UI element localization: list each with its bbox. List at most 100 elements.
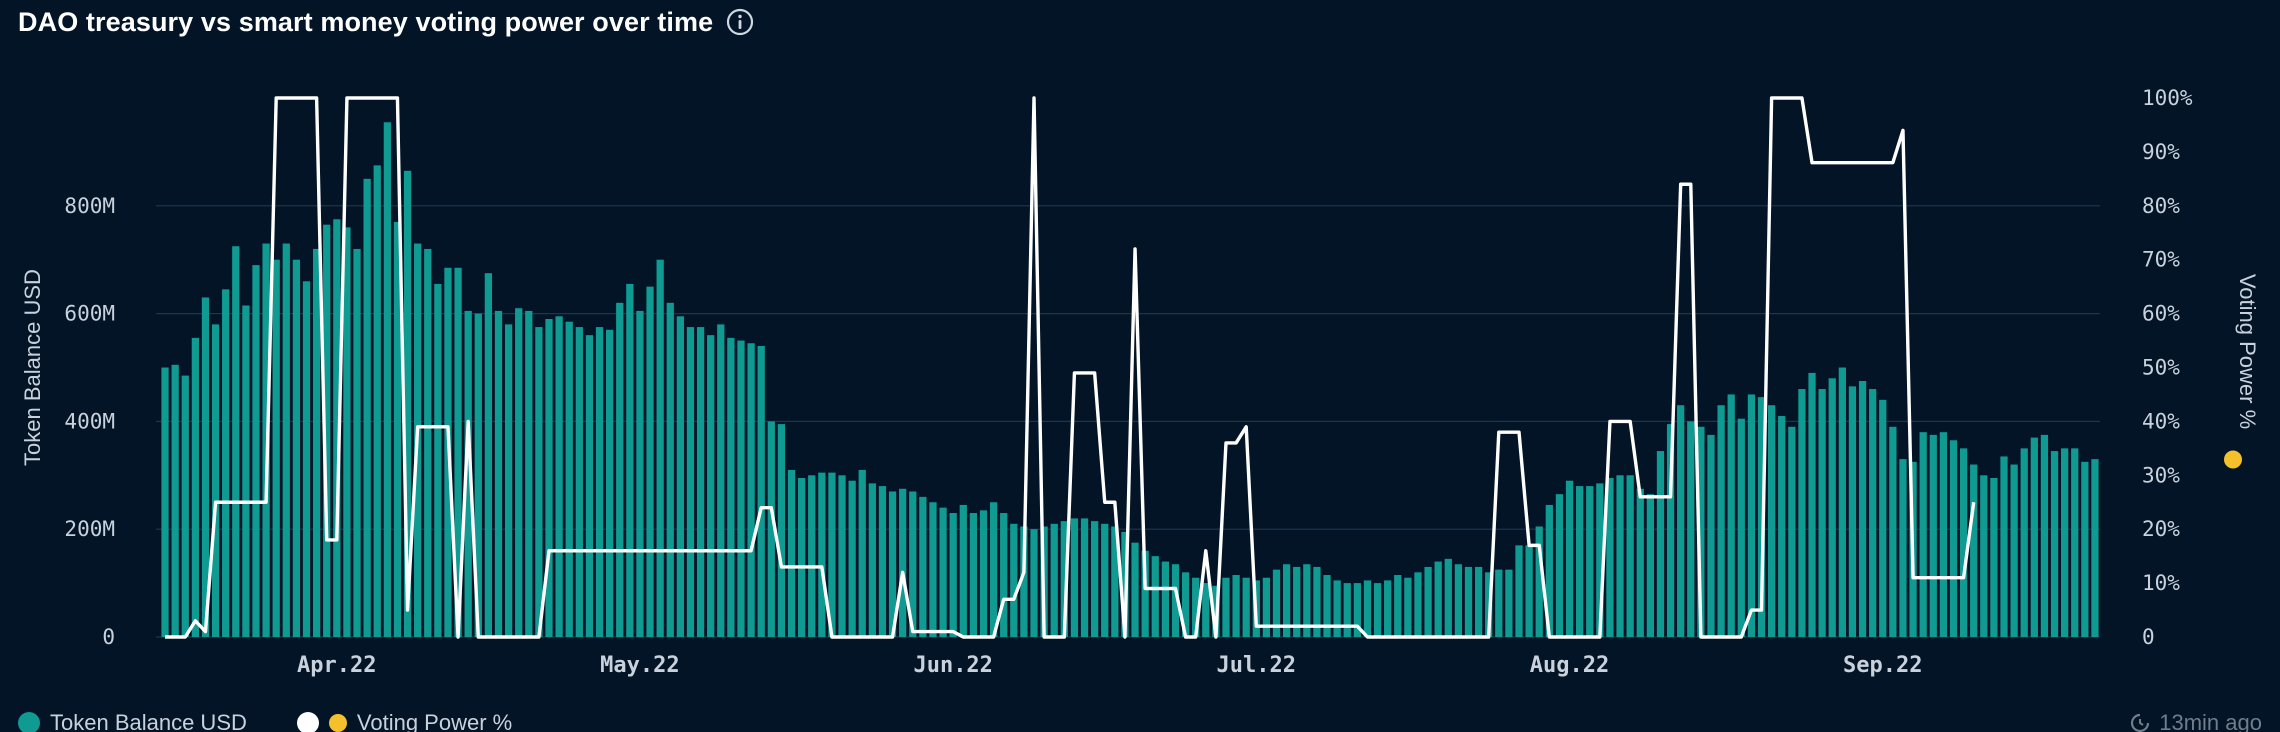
bar-85 <box>1020 526 1028 637</box>
bar-136 <box>1535 526 1543 637</box>
bar-154 <box>1717 405 1725 637</box>
bar-190 <box>2081 461 2089 637</box>
bar-35 <box>515 308 523 637</box>
bar-156 <box>1737 418 1745 637</box>
y-right-tick-label-6: 60% <box>2142 302 2180 326</box>
bar-187 <box>2050 451 2059 637</box>
bar-174 <box>1919 432 1927 637</box>
bar-45 <box>616 302 624 637</box>
bar-96 <box>1131 542 1139 637</box>
bar-63 <box>797 478 806 637</box>
y-right-tick-label-10: 100% <box>2142 86 2193 110</box>
bar-170 <box>1879 399 1887 637</box>
bar-186 <box>2040 434 2049 638</box>
bar-20 <box>363 178 371 637</box>
y-right-axis-title-group: Voting Power % <box>2235 274 2260 429</box>
bar-141 <box>1586 486 1594 637</box>
bar-80 <box>969 513 978 637</box>
bar-56 <box>727 337 735 637</box>
bar-37 <box>535 327 543 637</box>
bar-8 <box>242 305 250 637</box>
y-right-tick-label-9: 90% <box>2142 140 2180 164</box>
bar-27 <box>434 283 442 637</box>
bar-102 <box>1192 577 1200 637</box>
bar-78 <box>949 513 957 637</box>
bar-65 <box>818 472 826 637</box>
bar-76 <box>929 502 937 637</box>
bar-101 <box>1181 572 1190 637</box>
bar-172 <box>1899 459 1907 637</box>
bar-44 <box>606 329 614 637</box>
bar-155 <box>1727 394 1735 637</box>
y-right-tick-label-3: 30% <box>2142 463 2180 487</box>
legend-item-token-balance[interactable]: Token Balance USD <box>18 710 247 732</box>
bar-144 <box>1616 475 1624 637</box>
voting-power-line <box>165 96 1976 639</box>
sunglasses-emoji-icon <box>328 714 347 732</box>
chart-title: DAO treasury vs smart money voting power… <box>18 6 714 37</box>
bar-100 <box>1171 564 1180 637</box>
x-tick-label-2: Jun.22 <box>913 653 992 678</box>
bar-171 <box>1889 426 1897 637</box>
bar-145 <box>1626 475 1634 637</box>
legend-label-token-balance: Token Balance USD <box>50 710 247 732</box>
bar-151 <box>1687 421 1695 637</box>
bar-184 <box>2020 448 2028 637</box>
info-icon[interactable] <box>725 7 755 37</box>
legend: Token Balance USD Voting Power % <box>18 710 548 732</box>
y-left-tick-label-2: 400M <box>64 409 115 433</box>
bar-142 <box>1596 483 1604 637</box>
bar-91 <box>1080 518 1089 637</box>
bar-74 <box>909 491 917 637</box>
legend-label-voting-power: Voting Power % <box>356 710 513 732</box>
bar-60 <box>767 421 775 637</box>
bar-158 <box>1757 397 1766 637</box>
bar-79 <box>959 504 967 637</box>
y-left-tick-label-0: 0 <box>102 625 115 649</box>
bar-126 <box>1434 561 1442 637</box>
bar-109 <box>1262 577 1271 637</box>
y-right-tick-label-2: 20% <box>2142 517 2180 541</box>
legend-swatch-bar <box>18 712 40 732</box>
y-left-tick-label-4: 800M <box>64 194 115 218</box>
bar-143 <box>1606 478 1614 637</box>
bar-183 <box>2010 464 2018 637</box>
bar-175 <box>1929 434 1937 638</box>
bar-47 <box>636 310 644 637</box>
bar-121 <box>1384 580 1392 637</box>
bar-51 <box>676 316 684 637</box>
y-right-tick-label-7: 70% <box>2142 248 2180 272</box>
bar-138 <box>1555 494 1564 637</box>
bar-38 <box>545 318 553 637</box>
bar-160 <box>1778 416 1786 637</box>
sunglasses-emoji-icon <box>2224 450 2242 469</box>
bar-116 <box>1333 580 1341 637</box>
bar-82 <box>989 502 998 637</box>
bar-122 <box>1394 575 1402 637</box>
bar-32 <box>484 273 493 637</box>
bar-115 <box>1323 575 1331 637</box>
bar-146 <box>1636 488 1644 637</box>
bar-137 <box>1545 504 1553 637</box>
x-tick-label-0: Apr.22 <box>297 653 376 678</box>
bar-110 <box>1272 569 1281 638</box>
bar-103 <box>1202 583 1210 637</box>
bar-106 <box>1232 575 1240 637</box>
bar-11 <box>272 259 280 637</box>
bar-188 <box>2061 448 2069 637</box>
bar-180 <box>1980 475 1988 637</box>
bar-29 <box>454 267 462 637</box>
bar-114 <box>1313 566 1321 637</box>
bar-84 <box>1010 523 1018 637</box>
bar-77 <box>939 507 947 637</box>
bar-181 <box>1990 478 1998 637</box>
bar-124 <box>1414 572 1422 637</box>
refresh-icon[interactable] <box>2129 712 2151 732</box>
bar-61 <box>777 424 786 637</box>
bar-72 <box>888 491 897 637</box>
bar-26 <box>424 248 432 638</box>
legend-item-voting-power[interactable]: Voting Power % <box>296 710 513 732</box>
bar-135 <box>1525 545 1533 637</box>
bar-176 <box>1939 432 1948 637</box>
